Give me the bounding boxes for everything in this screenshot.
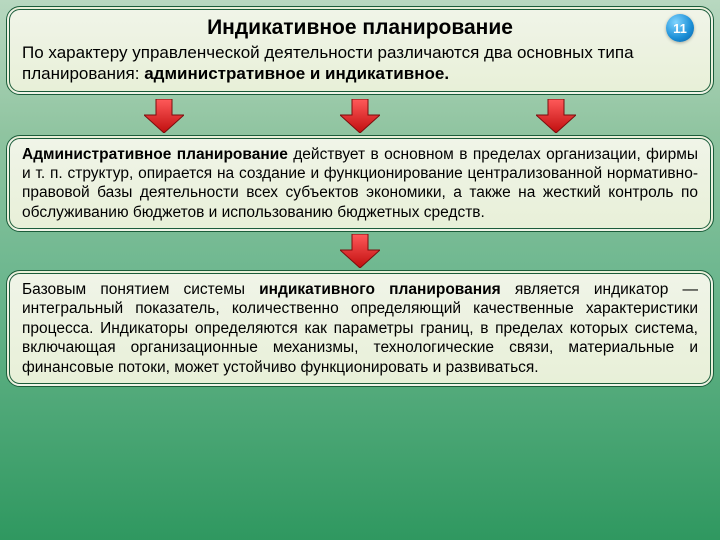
arrow-down-icon [340,234,380,268]
admin-planning-box: Административное планирование действует … [6,135,714,233]
page-title: Индикативное планирование [22,16,698,40]
slide-number-badge: 11 [666,14,694,42]
admin-bold: Административное планирование [22,146,288,163]
arrow-row-middle [6,234,714,268]
header-box: Индикативное планирование 11 По характер… [6,6,714,95]
intro-text: По характеру управленческой деятельности… [22,42,698,85]
indic-bold: индикативного планирования [259,281,501,298]
arrow-down-icon [340,99,380,133]
title-row: Индикативное планирование 11 [22,16,698,42]
indicative-planning-box: Базовым понятием системы индикативного п… [6,270,714,387]
arrow-row-top [6,99,714,133]
indic-pre: Базовым понятием системы [22,281,259,298]
intro-bold: административное и индикативное. [144,64,449,83]
arrow-down-icon [536,99,576,133]
arrow-down-icon [144,99,184,133]
